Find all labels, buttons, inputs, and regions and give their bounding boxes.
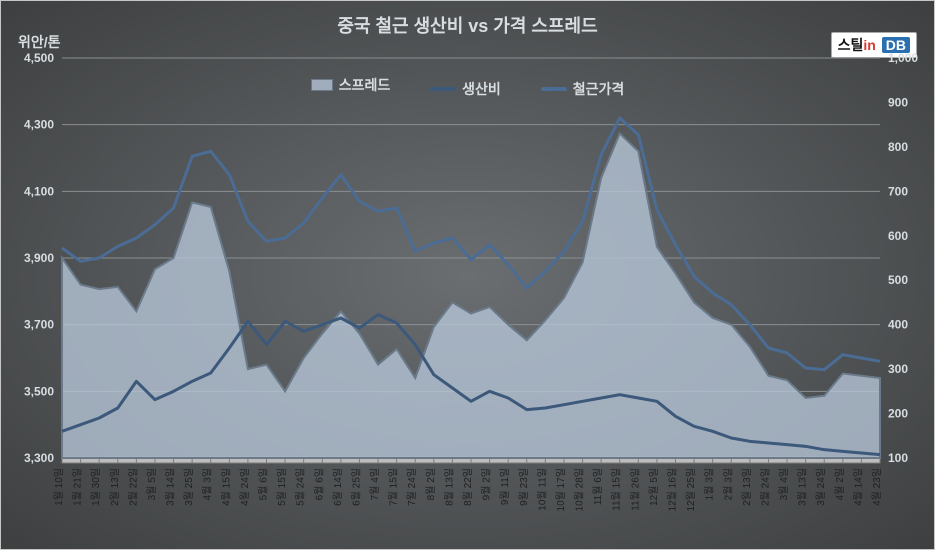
right-axis-tick-label: 800 (888, 140, 908, 154)
x-axis-tick-label: 3월 24일 (815, 468, 827, 506)
x-axis-tick-label: 3월 25일 (183, 468, 195, 506)
right-axis-tick-label: 900 (888, 95, 908, 109)
x-axis-tick-label: 9월 2일 (481, 468, 493, 500)
x-axis-tick-label: 3월 5일 (146, 468, 158, 500)
x-axis-tick-label: 2월 13일 (741, 468, 753, 506)
right-axis-tick-label: 300 (888, 362, 908, 376)
x-axis-tick-label: 8월 2일 (425, 468, 437, 500)
x-axis-tick-label: 5월 6일 (258, 468, 270, 500)
x-axis-tick-label: 1월 30일 (90, 468, 102, 506)
x-axis-tick-label: 1월 21일 (72, 468, 84, 506)
x-axis-tick-label: 4월 24일 (239, 468, 251, 506)
x-axis-tick-label: 4월 3일 (202, 468, 214, 500)
x-axis-tick-label: 12월 16일 (667, 468, 679, 511)
right-axis-tick-label: 500 (888, 273, 908, 287)
x-axis-tick-label: 7월 4일 (369, 468, 381, 500)
x-axis-tick-label: 11월 6일 (592, 468, 604, 505)
x-axis-tick-label: 3월 13일 (797, 468, 809, 506)
x-axis-tick-label: 4월 14일 (852, 468, 864, 506)
x-axis-tick-label: 7월 24일 (406, 468, 418, 506)
x-axis-tick-label: 1월 3일 (704, 468, 716, 500)
x-axis-tick-label: 1월 10일 (53, 468, 65, 506)
left-axis-tick-label: 3,500 (24, 384, 54, 398)
x-axis-tick-label: 3월 14일 (165, 468, 177, 506)
x-axis-tick-label: 9월 11일 (499, 468, 511, 505)
x-axis-tick-label: 2월 3일 (722, 468, 734, 500)
left-axis-tick-label: 4,500 (24, 51, 54, 65)
x-axis-tick-label: 11월 15일 (611, 468, 623, 511)
x-axis-tick-label: 7월 15일 (388, 468, 400, 506)
right-axis-tick-label: 600 (888, 229, 908, 243)
x-axis-tick-label: 3월 4일 (778, 468, 790, 500)
x-axis-tick-label: 6월 14일 (332, 468, 344, 506)
left-axis-tick-label: 3,900 (24, 251, 54, 265)
x-axis-tick-label: 11월 26일 (629, 468, 641, 511)
x-axis-tick-label: 10월 11일 (536, 468, 548, 511)
right-axis-tick-label: 200 (888, 407, 908, 421)
right-axis-tick-label: 700 (888, 184, 908, 198)
right-axis-tick-label: 100 (888, 451, 908, 465)
x-axis-tick-label: 9월 23일 (518, 468, 530, 506)
left-axis-tick-label: 4,300 (24, 118, 54, 132)
x-axis-tick-label: 4월 15일 (220, 468, 232, 506)
x-axis-tick-label: 8월 22일 (462, 468, 474, 506)
x-axis-tick-label: 2월 24일 (759, 468, 771, 506)
right-axis-tick-label: 1,000 (888, 51, 918, 65)
chart-svg: 3,300 3,500 3,700 3,900 4,100 4,300 4,500 100 20… (0, 0, 935, 550)
x-axis-tick-label: 8월 13일 (443, 468, 455, 506)
x-axis-tick-label: 6월 25일 (350, 468, 362, 506)
x-axis-tick-label: 5월 15일 (276, 468, 288, 506)
x-axis-tick-label: 2월 13일 (109, 468, 121, 506)
x-axis-tick-label: 12월 25일 (685, 468, 697, 511)
x-axis-tick-label: 10월 28일 (574, 468, 586, 511)
left-axis-tick-label: 3,300 (24, 451, 54, 465)
x-axis-tick-label: 5월 24일 (295, 468, 307, 506)
series-spread-area (62, 134, 880, 458)
x-axis-tick-label: 10월 17일 (555, 468, 567, 511)
x-axis-tick-label: 2월 22일 (127, 468, 139, 506)
x-axis-tick-label: 6월 6일 (313, 468, 325, 500)
x-axis-tick-label: 4월 2일 (834, 468, 846, 500)
left-axis-tick-label: 3,700 (24, 318, 54, 332)
left-axis-tick-label: 4,100 (24, 184, 54, 198)
x-axis-tick-label: 12월 5일 (648, 468, 660, 506)
right-axis-tick-label: 400 (888, 318, 908, 332)
x-axis-tick-label: 4월 23일 (871, 468, 883, 506)
